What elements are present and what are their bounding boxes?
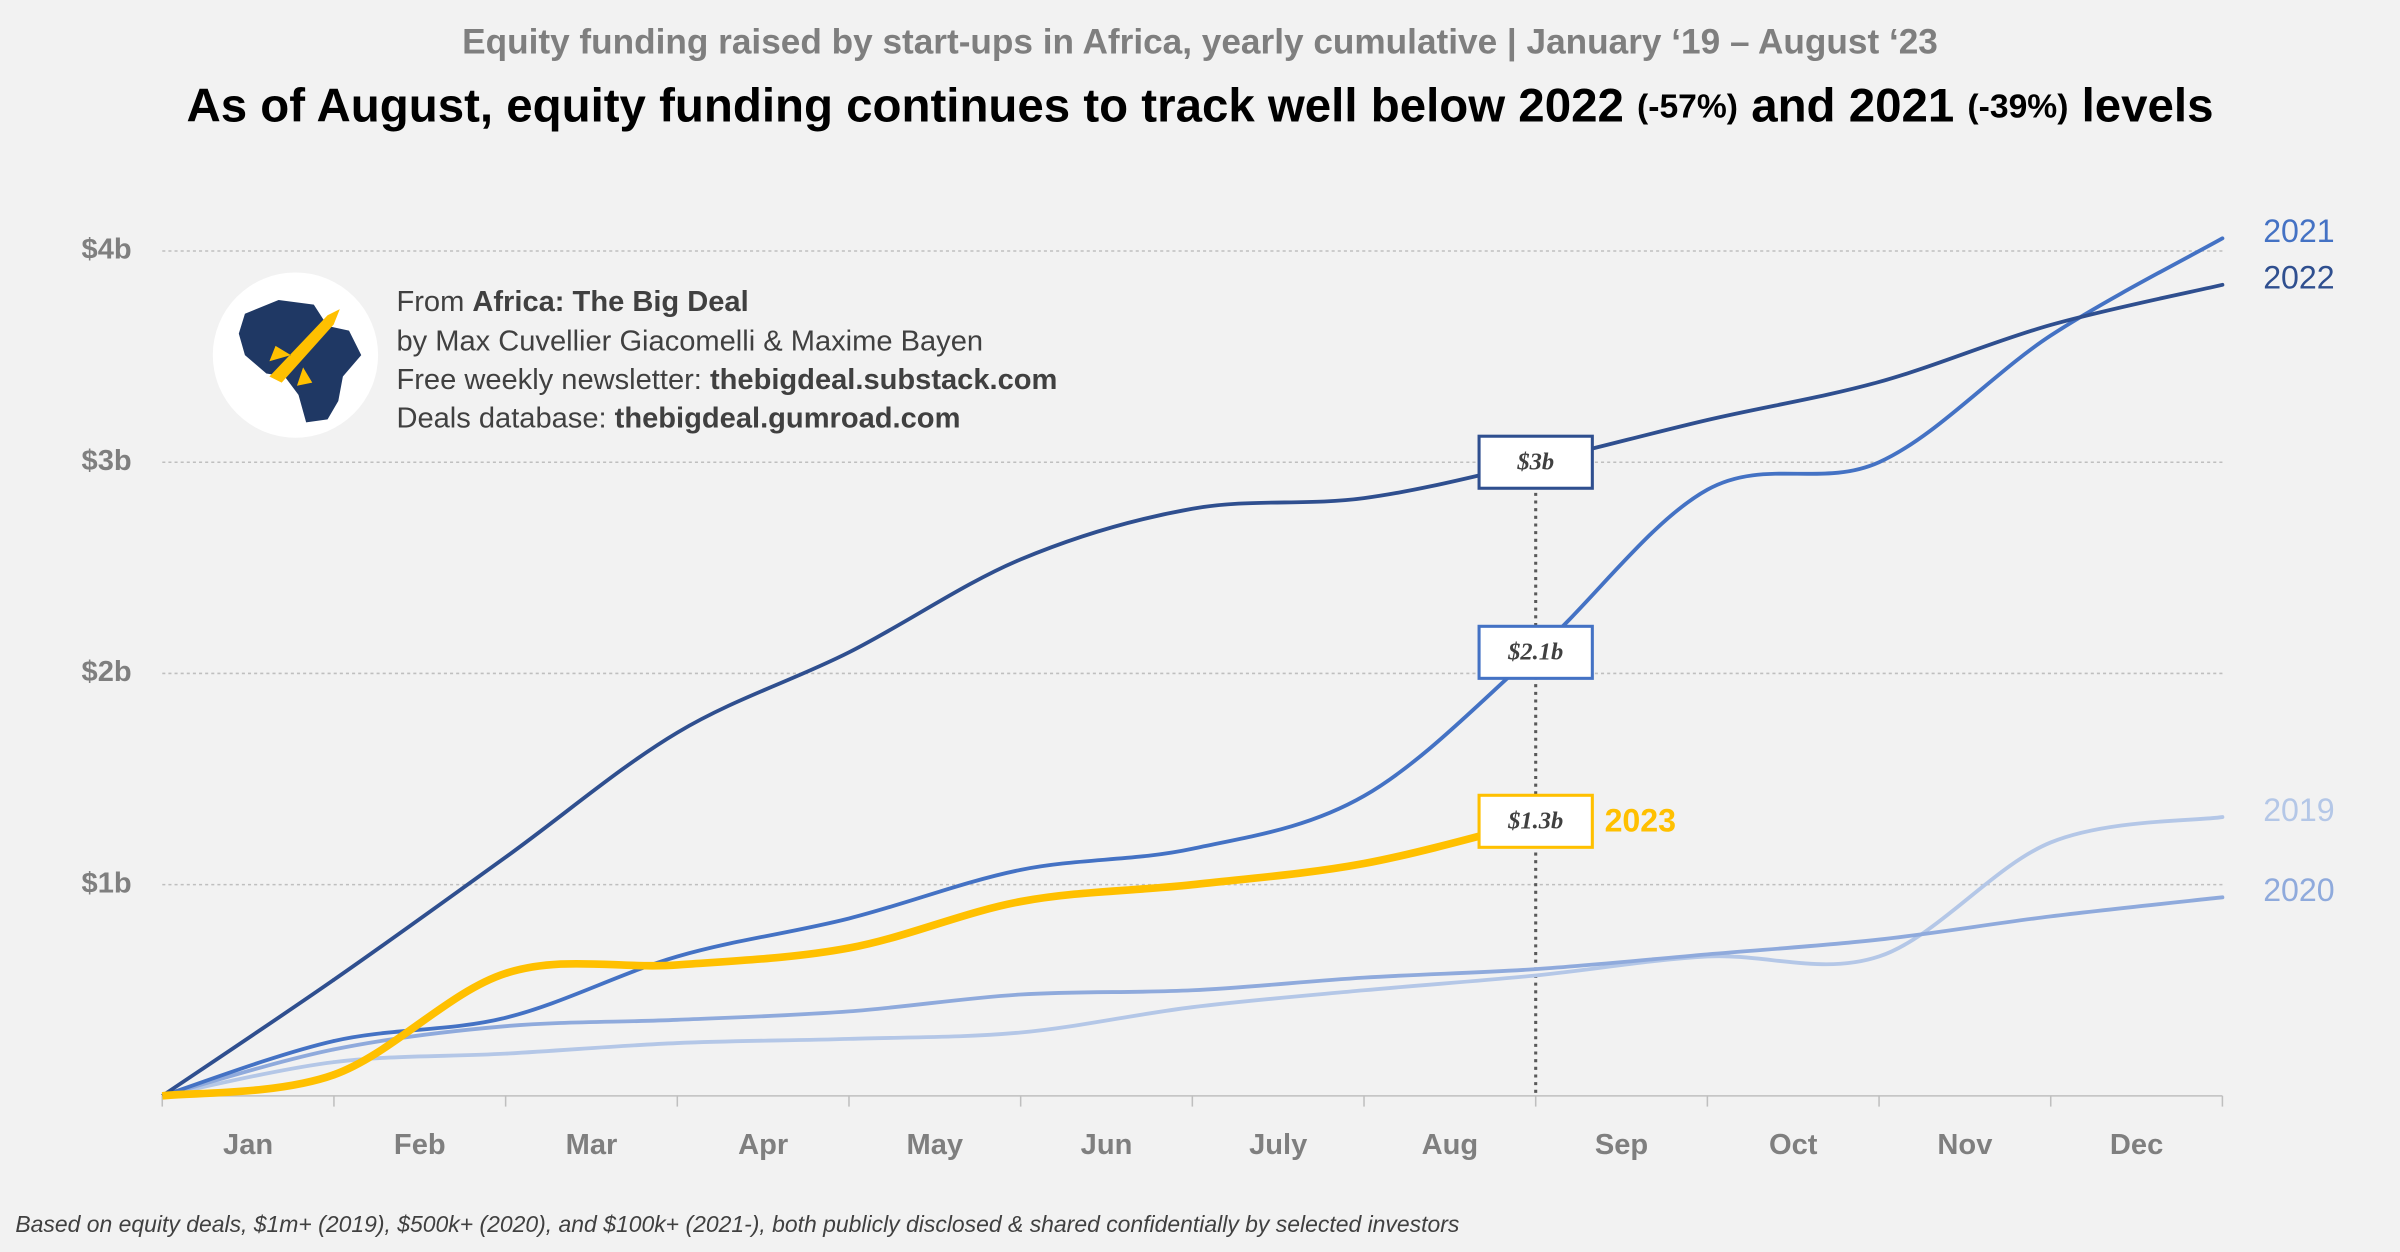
line-start [161,978,336,1098]
y-tick-label: $2b [82,656,132,688]
title-part: (-39%) [1967,89,2068,126]
series-line [332,895,2225,1052]
newsletter: thebigdeal.substack.com [710,364,1057,396]
database-label: Deals database: [396,402,614,434]
value-label-box [1477,793,1594,849]
series-label: 2022 [2263,260,2334,296]
x-tick-label: July [1249,1129,1308,1161]
source-authors: by Max Cuvellier Giacomelli & Maxime Bay… [396,326,983,358]
series-label: 2023 [1605,802,1676,838]
series-line [330,817,1540,1079]
x-tick-label: Jan [223,1129,273,1161]
x-tick-label: Sep [1595,1129,1648,1161]
value-label: $3b [1516,448,1554,475]
series-line [332,236,2225,1043]
source-name: Africa: The Big Deal [472,286,748,318]
source-from: From [396,286,472,318]
source-line: Free weekly newsletter: thebigdeal.subst… [396,364,1057,396]
chart-title: As of August, equity funding continues t… [186,79,2213,132]
title-part: As of August, equity funding continues t… [186,79,1637,132]
x-tick-label: Aug [1422,1129,1479,1161]
series-label: 2019 [2263,792,2334,828]
x-tick-label: Apr [738,1129,788,1161]
value-label-box [1477,624,1594,680]
x-tick-label: Dec [2110,1129,2163,1161]
source-line: From Africa: The Big Deal [396,286,748,318]
title-part: levels [2068,79,2213,132]
x-tick-label: Mar [566,1129,618,1161]
footnote: Based on equity deals, $1m+ (2019), $500… [15,1211,1459,1237]
series-label: 2021 [2263,213,2334,249]
database: thebigdeal.gumroad.com [615,402,961,434]
logo [212,272,379,438]
x-tick-label: Nov [1937,1129,1993,1161]
y-tick-label: $3b [82,445,132,477]
source-line: Deals database: thebigdeal.gumroad.com [396,402,960,434]
title-part: and 2021 [1738,79,1967,132]
y-tick-label: $1b [82,867,132,899]
x-tick-label: May [907,1129,964,1161]
x-tick-label: Jun [1081,1129,1133,1161]
value-label: $2.1b [1507,638,1563,665]
value-label-box [1477,434,1594,490]
series-line [332,815,2225,1065]
newsletter-label: Free weekly newsletter: [396,364,710,396]
title-part: (-57%) [1637,89,1738,126]
series-line [332,282,2225,982]
x-tick-label: Oct [1769,1129,1818,1161]
series-label: 2020 [2263,872,2334,908]
value-label: $1.3b [1507,807,1563,834]
y-tick-label: $4b [82,234,132,266]
chart-subtitle: Equity funding raised by start-ups in Af… [462,23,1938,62]
x-tick-label: Feb [394,1129,446,1161]
line-start [161,1071,336,1100]
